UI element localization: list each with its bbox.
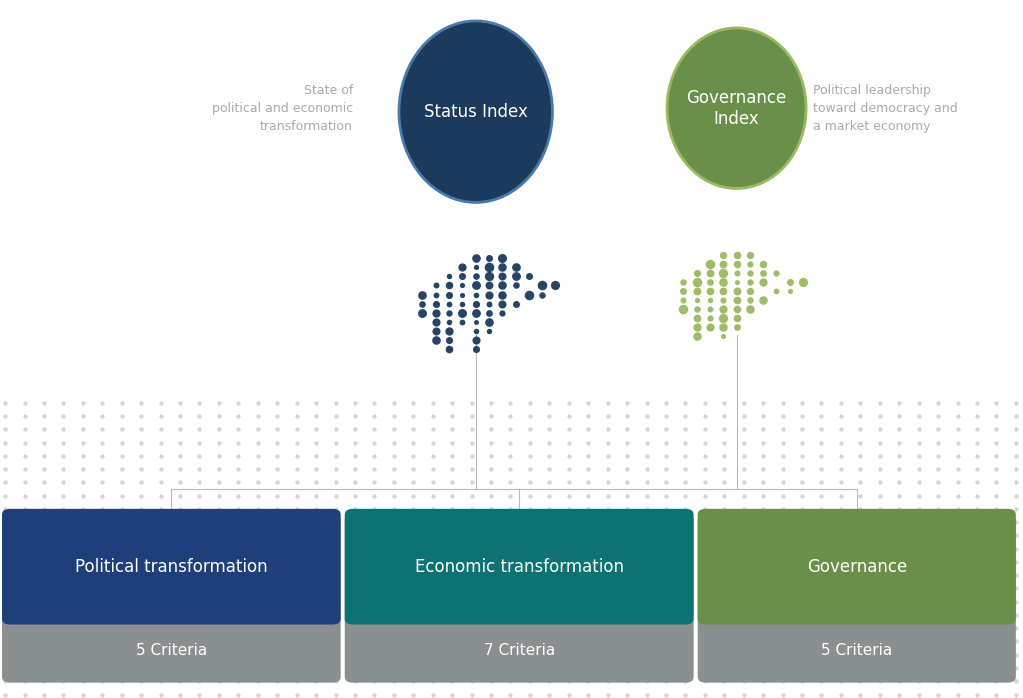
Ellipse shape bbox=[399, 21, 552, 202]
Text: Governance: Governance bbox=[807, 558, 906, 576]
Ellipse shape bbox=[667, 28, 806, 188]
Text: State of
political and economic
transformation: State of political and economic transfor… bbox=[212, 84, 353, 133]
Text: Governance
Index: Governance Index bbox=[686, 89, 787, 128]
FancyBboxPatch shape bbox=[698, 509, 1016, 625]
Text: 5 Criteria: 5 Criteria bbox=[136, 644, 207, 658]
Text: Status Index: Status Index bbox=[424, 103, 528, 121]
FancyBboxPatch shape bbox=[2, 509, 341, 625]
Text: Economic transformation: Economic transformation bbox=[414, 558, 624, 576]
FancyBboxPatch shape bbox=[2, 514, 341, 683]
FancyBboxPatch shape bbox=[345, 514, 694, 683]
FancyBboxPatch shape bbox=[345, 509, 694, 625]
FancyBboxPatch shape bbox=[698, 514, 1016, 683]
Text: 5 Criteria: 5 Criteria bbox=[821, 644, 892, 658]
Text: Political transformation: Political transformation bbox=[75, 558, 268, 576]
Text: Political leadership
toward democracy and
a market economy: Political leadership toward democracy an… bbox=[813, 84, 958, 133]
Text: 7 Criteria: 7 Criteria bbox=[484, 644, 554, 658]
